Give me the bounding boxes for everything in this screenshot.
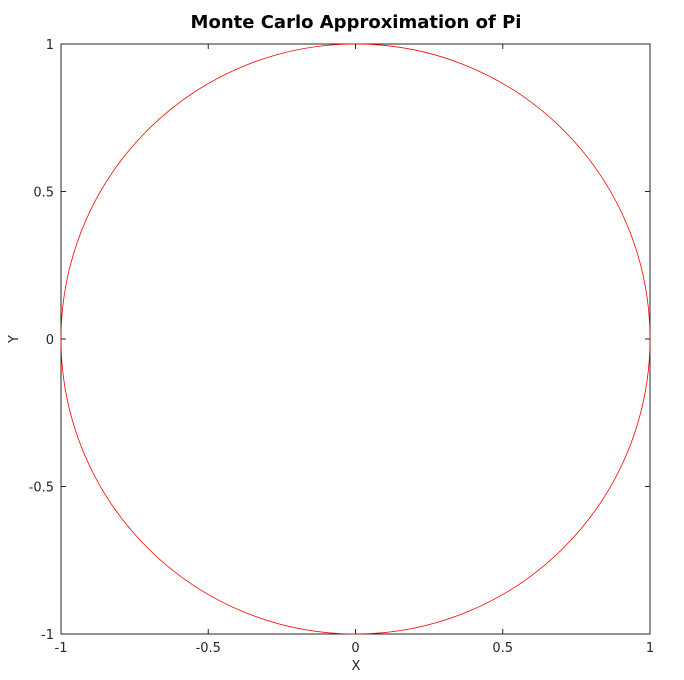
x-axis: -1 -0.5 0 0.5 1 [55,44,654,656]
y-tick-label: 1 [46,38,54,53]
x-tick-label: 0.5 [492,641,513,656]
x-tick-label: 0 [351,641,359,656]
chart-title: Monte Carlo Approximation of Pi [191,12,522,33]
y-tick-label: 0 [46,333,54,348]
x-tick-label: 1 [646,641,654,656]
y-axis-label: Y [7,335,22,344]
plot-area [60,43,651,635]
y-tick-label: 0.5 [33,186,54,201]
x-axis-label: X [352,659,361,674]
x-tick-label: -1 [55,641,68,656]
y-tick-label: -1 [41,628,54,643]
y-axis: -1 -0.5 0 0.5 1 [29,38,650,643]
y-tick-label: -0.5 [29,481,54,496]
x-tick-label: -0.5 [196,641,221,656]
